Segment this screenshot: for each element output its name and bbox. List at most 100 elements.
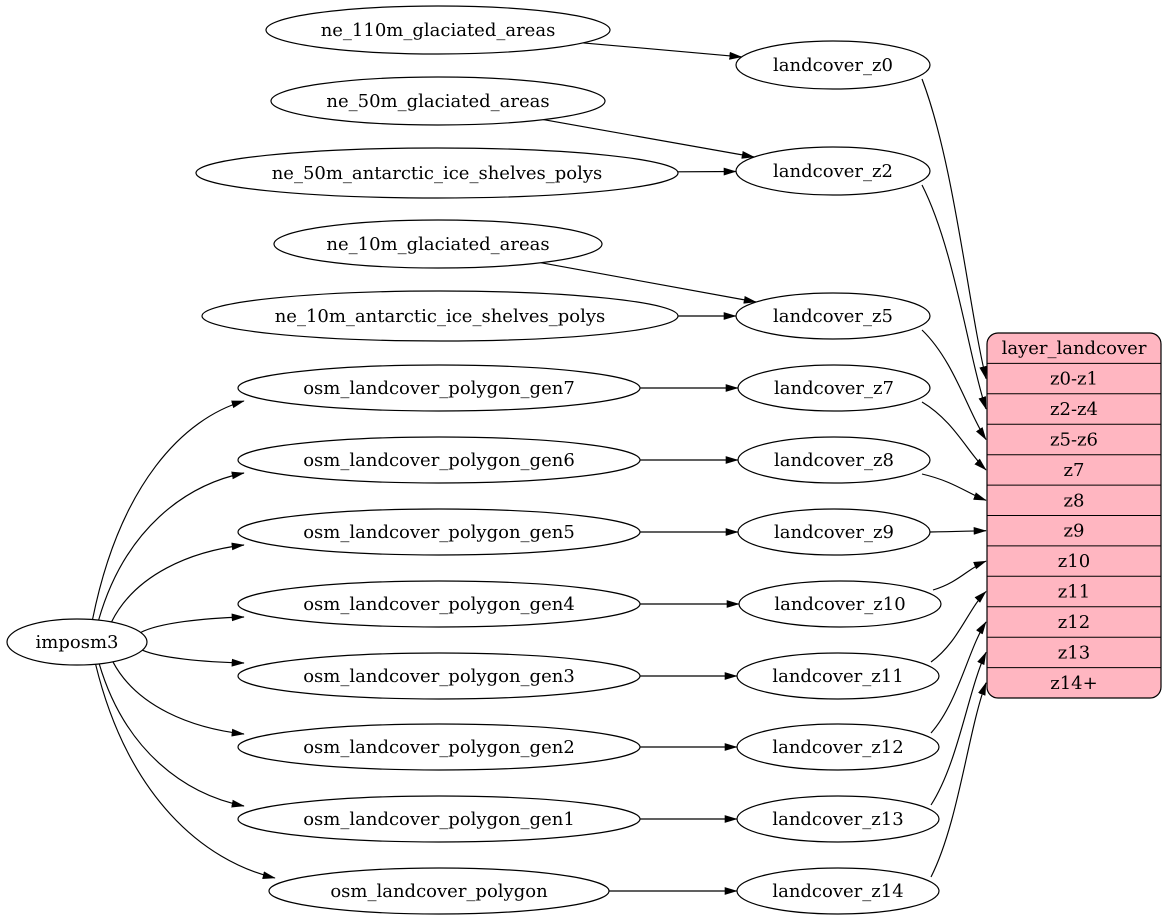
node-ellipse [237,580,641,628]
node-ellipse [237,723,641,771]
node-ellipse [738,580,942,628]
node-ellipse [736,795,940,843]
node-landcover_z7: landcover_z7 [737,364,931,412]
edge-imposm3-to-osm_landcover_polygon_gen6 [98,471,245,621]
node-label: osm_landcover_polygon_gen2 [303,737,575,758]
node-label: landcover_z0 [773,55,893,76]
node-landcover_z11: landcover_z11 [736,652,940,700]
node-ellipse [237,364,641,412]
edge-landcover_z7-to-z7 [921,401,987,471]
node-landcover_z0: landcover_z0 [735,40,931,90]
table-row-z7: z7 [1064,460,1085,481]
node-ne_10m_antarctic_ice_shelves_polys: ne_10m_antarctic_ice_shelves_polys [201,290,679,342]
table-row-z2-z4: z2-z4 [1050,399,1098,420]
node-ellipse [737,364,931,412]
node-ne_10m_glaciated_areas: ne_10m_glaciated_areas [273,219,603,269]
edge-landcover_z9-to-z9 [929,527,987,535]
node-label: osm_landcover_polygon_gen7 [303,378,575,399]
node-ellipse [195,147,679,199]
edge-imposm3-to-osm_landcover_polygon_gen4 [140,613,245,634]
node-osm_landcover_polygon_gen1: osm_landcover_polygon_gen1 [237,795,641,843]
edge-landcover_z5-to-z5-z6 [921,329,987,441]
edge-ne_110m_glaciated_areas-to-landcover_z0 [583,42,743,60]
node-label: landcover_z10 [774,594,905,615]
edge-landcover_z0-to-z0-z1 [921,78,987,380]
node-ellipse [737,436,931,484]
node-ellipse [237,436,641,484]
node-label: ne_10m_glaciated_areas [326,234,549,255]
table-row-z12: z12 [1058,612,1090,633]
node-osm_landcover_polygon_gen7: osm_landcover_polygon_gen7 [237,364,641,412]
table-row-z14+: z14+ [1050,673,1097,694]
edge-landcover_z10-to-z10 [932,560,987,591]
node-ellipse [237,795,641,843]
edge-ne_50m_glaciated_areas-to-landcover_z2 [543,119,755,159]
edge-imposm3-to-osm_landcover_polygon_gen5 [110,542,245,623]
node-imposm3: imposm3 [6,618,148,666]
node-ellipse [237,508,641,556]
edge-landcover_z11-to-z11 [930,591,987,663]
node-landcover_z9: landcover_z9 [737,508,931,556]
edge-landcover_z13-to-z13 [930,651,987,806]
edge-imposm3-to-osm_landcover_polygon_gen7 [91,400,245,620]
node-ellipse [237,652,641,700]
node-label: osm_landcover_polygon_gen6 [303,450,575,471]
edge-imposm3-to-osm_landcover_polygon_gen2 [112,661,245,737]
table-layer: layer_landcover z0-z1 z2-z4 z5-z6 z7 z8 z9 z10 z… [986,332,1162,699]
node-label: ne_10m_antarctic_ice_shelves_polys [275,306,606,327]
edge-imposm3-to-osm_landcover_polygon_gen3 [142,649,245,667]
node-ellipse [735,146,931,196]
node-label: osm_landcover_polygon_gen5 [303,522,575,543]
node-osm_landcover_polygon_gen5: osm_landcover_polygon_gen5 [237,508,641,556]
node-ellipse [270,76,606,126]
table-layer_landcover: layer_landcover z0-z1 z2-z4 z5-z6 z7 z8 z9 z10 z… [986,332,1162,699]
node-landcover_z2: landcover_z2 [735,146,931,196]
node-ellipse [737,508,931,556]
table-row-z9: z9 [1064,521,1085,542]
node-landcover_z5: landcover_z5 [735,292,931,340]
table-row-z10: z10 [1058,551,1090,572]
node-ellipse [268,867,610,915]
node-label: landcover_z8 [774,450,894,471]
node-ellipse [735,40,931,90]
node-ellipse [736,723,940,771]
node-label: landcover_z11 [772,666,903,687]
node-label: ne_50m_antarctic_ice_shelves_polys [272,163,603,184]
edge-imposm3-to-osm_landcover_polygon_gen1 [98,663,245,808]
node-ellipse [265,5,611,55]
node-label: landcover_z5 [773,306,893,327]
node-ellipse [273,219,603,269]
nodes-layer: imposm3 ne_110m_glaciated_areas ne_50m_gla… [6,5,942,915]
node-label: osm_landcover_polygon_gen1 [303,809,575,830]
node-label: landcover_z9 [774,522,894,543]
edges-layer [91,42,987,895]
node-label: imposm3 [36,632,119,653]
table-title: layer_landcover [1002,338,1147,359]
node-ellipse [735,292,931,340]
node-landcover_z12: landcover_z12 [736,723,940,771]
node-label: ne_110m_glaciated_areas [321,20,556,41]
node-label: landcover_z2 [773,161,893,182]
node-ellipse [736,867,940,915]
node-label: osm_landcover_polygon [330,881,548,902]
edge-ne_10m_glaciated_areas-to-landcover_z5 [540,262,757,304]
node-label: osm_landcover_polygon_gen3 [303,666,575,687]
table-row-z8: z8 [1064,490,1085,511]
node-osm_landcover_polygon_gen3: osm_landcover_polygon_gen3 [237,652,641,700]
edge-landcover_z14-to-z14+ [930,682,987,878]
node-osm_landcover_polygon_gen4: osm_landcover_polygon_gen4 [237,580,641,628]
node-label: landcover_z13 [772,809,903,830]
edge-imposm3-to-osm_landcover_polygon [95,664,276,879]
edge-landcover_z12-to-z12 [930,621,987,734]
table-row-z13: z13 [1058,642,1090,663]
node-label: osm_landcover_polygon_gen4 [303,594,575,615]
node-osm_landcover_polygon: osm_landcover_polygon [268,867,610,915]
node-ellipse [201,290,679,342]
table-row-z0-z1: z0-z1 [1050,369,1098,390]
table-row-z5-z6: z5-z6 [1050,430,1098,451]
node-label: landcover_z12 [772,737,903,758]
edge-landcover_z2-to-z2-z4 [921,184,987,410]
edge-landcover_z8-to-z8 [921,473,987,501]
